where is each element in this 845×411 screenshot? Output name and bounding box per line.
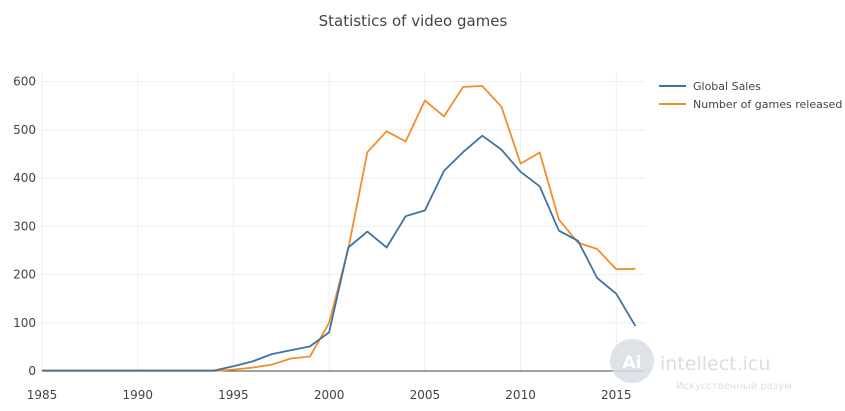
y-tick-label: 400 [13,171,36,185]
series-line-games-released [42,85,636,372]
x-tick-label: 2005 [410,388,441,402]
x-tick-label: 1985 [27,388,58,402]
series-lines [42,85,637,372]
y-tick-label: 200 [13,268,36,282]
y-tick-label: 0 [28,364,36,378]
gridlines [41,72,645,371]
y-tick-label: 600 [13,75,36,89]
legend-label-global-sales[interactable]: Global Sales [693,80,761,93]
x-tick-label: 2000 [314,388,345,402]
watermark-logo-letter: Ai [623,353,642,373]
x-tick-label: 1995 [218,388,249,402]
y-tick-label: 100 [13,316,36,330]
x-tick-label: 2015 [601,388,632,402]
x-axis-ticks: 1985 1990 1995 2000 2005 2010 2015 [27,388,632,402]
y-tick-label: 300 [13,219,36,233]
series-line-global-sales [42,134,637,372]
legend[interactable]: Global Sales Number of games released [659,80,842,111]
watermark-subtitle: Искусственный разум [676,381,792,392]
watermark: Ai intellect.icu Искусственный разум [610,339,792,392]
x-tick-label: 1990 [122,388,153,402]
watermark-name: intellect.icu [660,353,770,375]
y-tick-label: 500 [13,123,36,137]
legend-label-games-released[interactable]: Number of games released [693,98,842,111]
x-tick-label: 2010 [505,388,536,402]
watermark-logo-icon [610,339,654,383]
chart-title: Statistics of video games [319,12,508,30]
y-axis-ticks: 0 100 200 300 400 500 600 [13,75,36,378]
